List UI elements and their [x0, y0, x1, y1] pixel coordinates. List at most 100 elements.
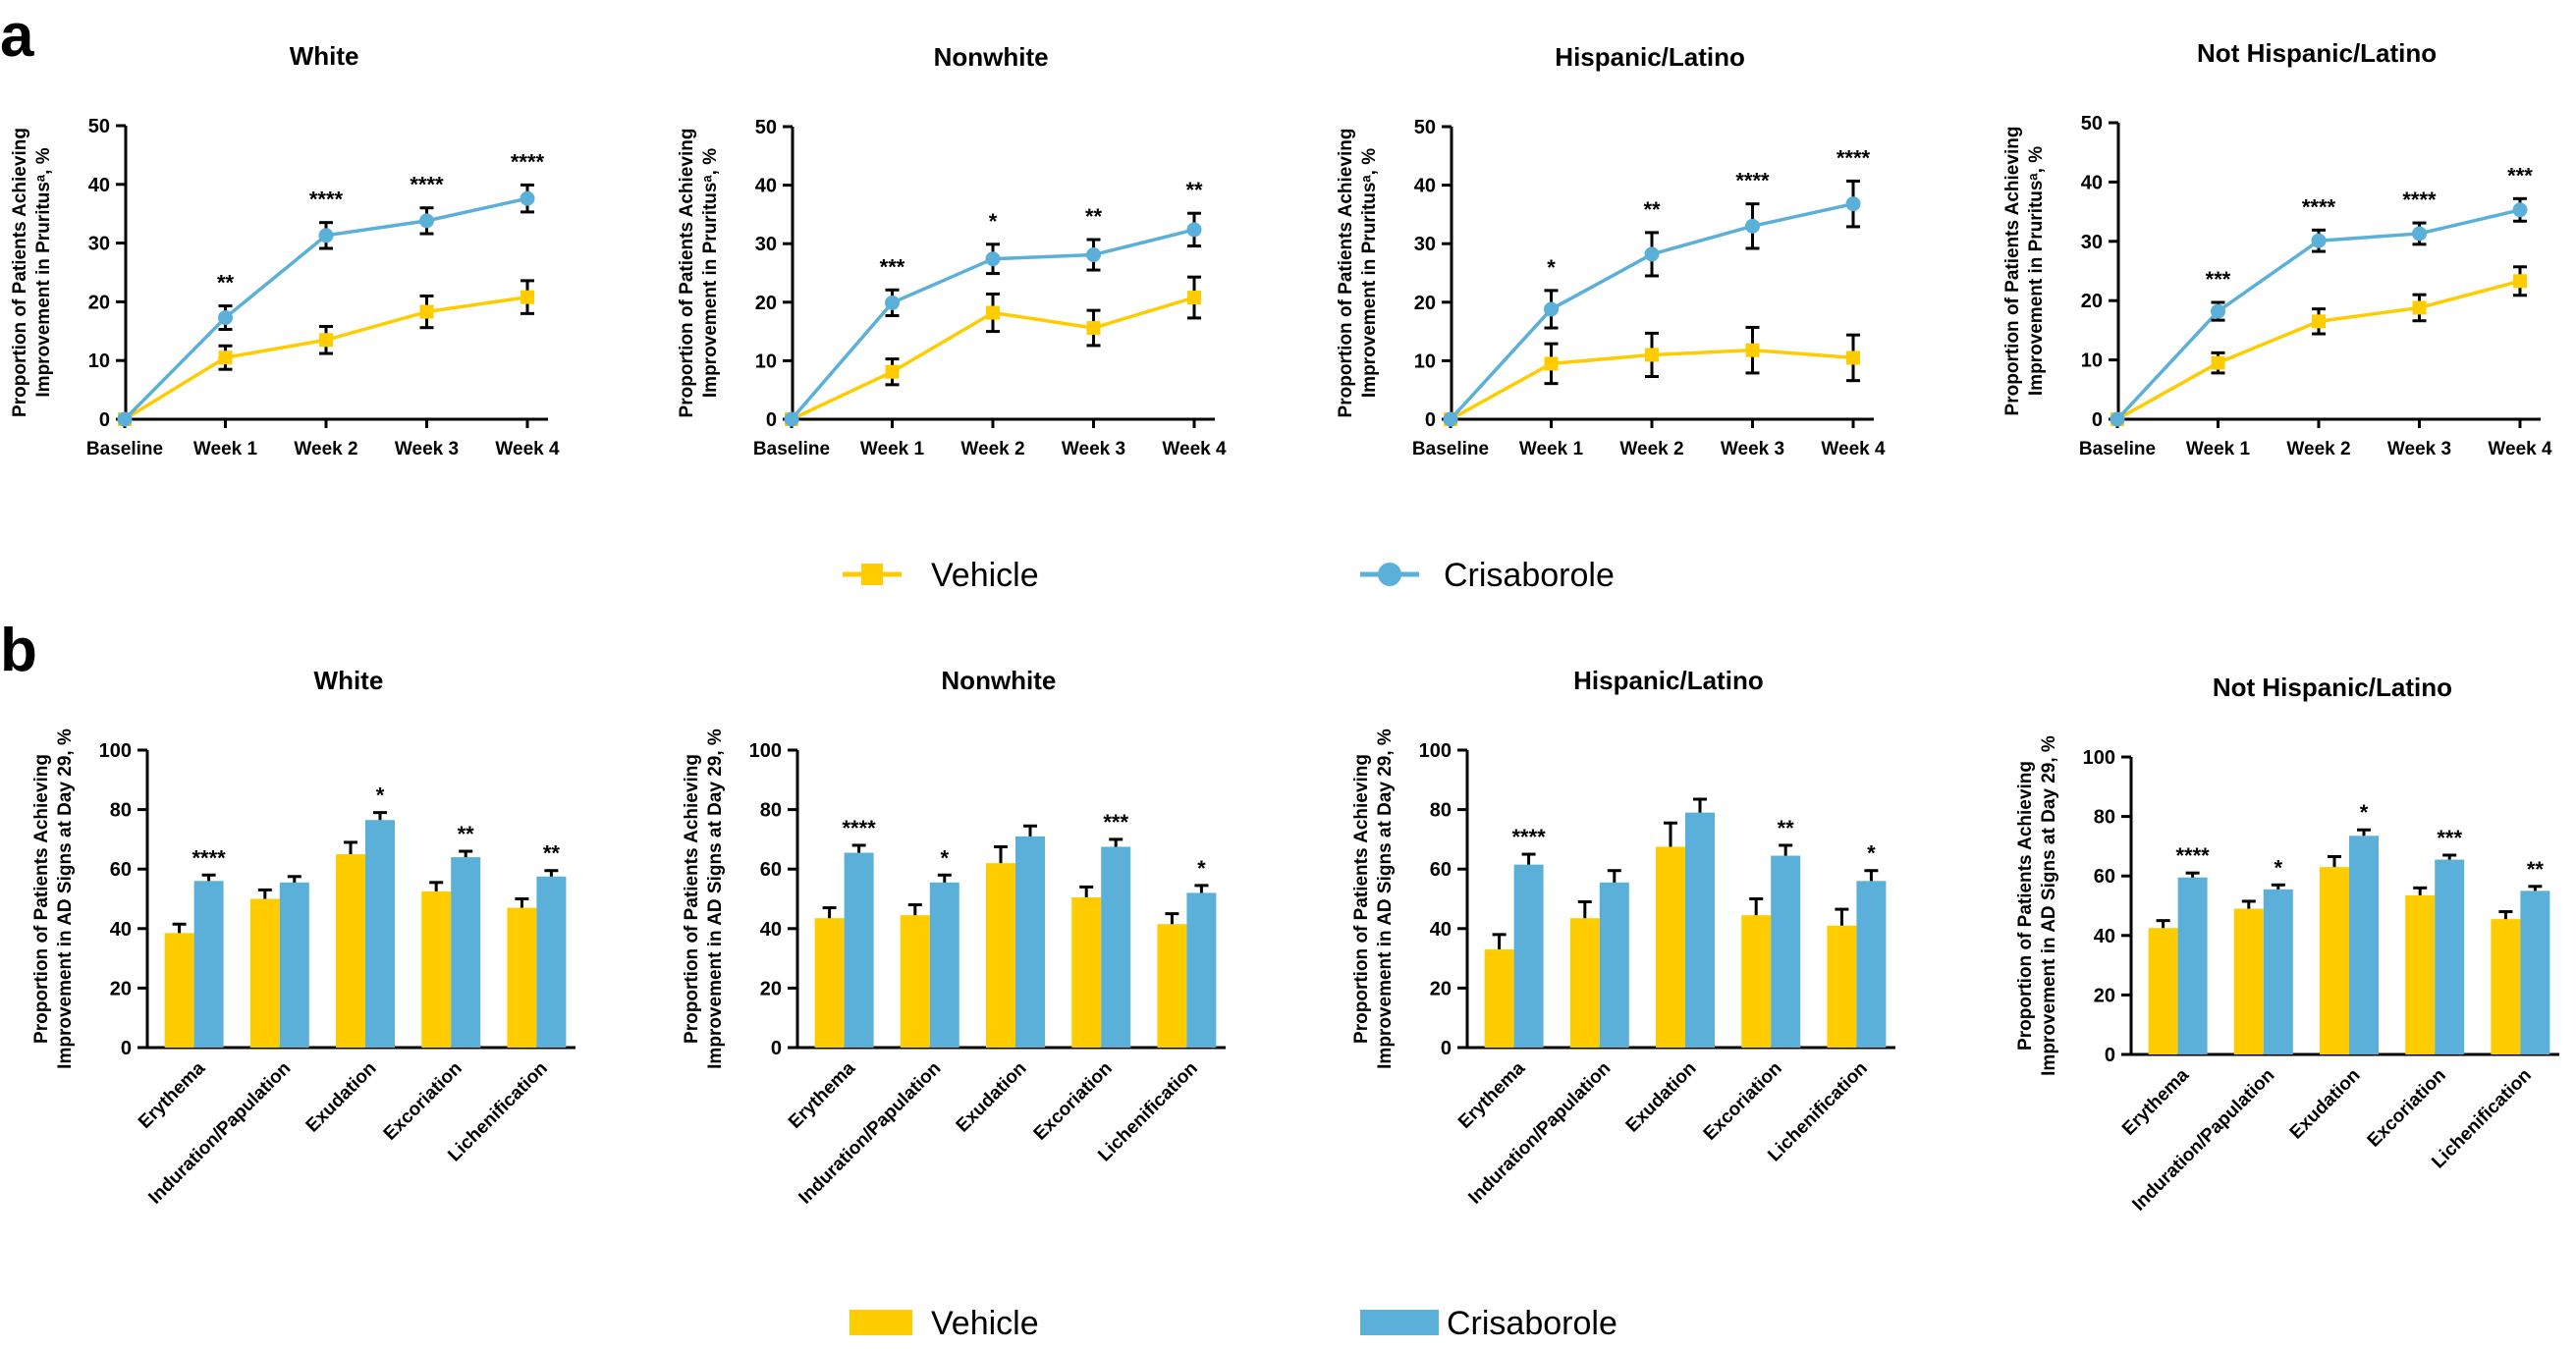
- bar-crisaborole: [1685, 812, 1715, 1048]
- significance-label: *: [989, 209, 998, 234]
- data-point-vehicle: [1645, 348, 1659, 362]
- y-tick-label: 20: [110, 978, 132, 999]
- y-tick-label: 0: [121, 1038, 132, 1059]
- y-axis-label-line1: Proportion of Patients Achieving: [677, 129, 697, 418]
- y-tick-label: 40: [760, 919, 782, 941]
- significance-label: ****: [842, 816, 876, 840]
- data-point-vehicle: [2513, 274, 2527, 289]
- bar-crisaborole: [451, 857, 481, 1048]
- x-tick-label: Erythema: [2118, 1064, 2193, 1139]
- y-axis-label-line2: Improvement in AD Signs at Day 29, %: [705, 728, 726, 1069]
- x-tick-label: Excoriation: [1030, 1058, 1117, 1145]
- bar-vehicle: [1484, 949, 1514, 1048]
- legend-a-vehicle-marker: [861, 564, 883, 585]
- bar-crisaborole: [1771, 855, 1801, 1048]
- bar-crisaborole: [1856, 881, 1887, 1048]
- y-tick-label: 30: [2081, 232, 2103, 253]
- y-tick-label: 20: [88, 292, 110, 313]
- y-tick-label: 80: [760, 800, 782, 822]
- bar-vehicle: [1071, 896, 1102, 1048]
- x-tick-label: Induration/Papulation: [1464, 1058, 1615, 1209]
- y-tick-label: 0: [1425, 409, 1436, 431]
- significance-label: **: [1778, 816, 1795, 840]
- bar-crisaborole: [2435, 859, 2465, 1054]
- significance-label: *: [1197, 856, 1206, 881]
- significance-label: ****: [2302, 194, 2336, 219]
- significance-label: ***: [880, 254, 905, 279]
- y-tick-label: 40: [2094, 926, 2115, 947]
- y-tick-label: 60: [2094, 866, 2115, 888]
- x-tick-label: Week 4: [2488, 439, 2552, 459]
- y-tick-label: 50: [1414, 117, 1436, 138]
- y-tick-label: 20: [2081, 291, 2103, 312]
- legend-a-crisaborole-marker: [1378, 563, 1401, 586]
- significance-label: *: [1867, 841, 1876, 866]
- bar-crisaborole: [1101, 846, 1131, 1048]
- data-point-crisaborole: [520, 190, 535, 206]
- x-tick-label: Week 2: [1619, 439, 1683, 459]
- x-tick-label: Week 4: [1821, 439, 1886, 459]
- chart-a-1: 0 10 20 30 40 50 Proportion of Patients Achiev…: [10, 41, 560, 459]
- chart-title: Nonwhite: [934, 42, 1049, 72]
- bar-vehicle: [507, 907, 537, 1048]
- y-tick-label: 80: [110, 800, 132, 822]
- significance-label: ***: [1103, 810, 1128, 835]
- y-axis-label-line1: Proportion of Patients Achieving: [10, 128, 30, 417]
- y-axis-label-line1: Proportion of Patients Achieving: [1351, 754, 1372, 1044]
- bar-vehicle: [2233, 908, 2264, 1054]
- y-tick-label: 0: [99, 409, 110, 431]
- x-tick-label: Week 2: [294, 439, 357, 459]
- x-tick-label: Induration/Papulation: [144, 1058, 295, 1209]
- bar-crisaborole: [536, 876, 567, 1048]
- bar-crisaborole: [1186, 892, 1217, 1048]
- data-point-crisaborole: [1544, 301, 1559, 317]
- series-line-vehicle: [2116, 279, 2521, 421]
- data-point-vehicle: [1086, 321, 1101, 336]
- bar-crisaborole: [2520, 890, 2550, 1054]
- chart-b-4: 0 20 40 60 80 100 Proportion of Patients Achie…: [2015, 673, 2559, 1215]
- data-point-crisaborole: [1644, 246, 1660, 262]
- significance-label: ****: [1735, 169, 1770, 193]
- bar-crisaborole: [1015, 836, 1045, 1048]
- legend-a-crisaborole-label: Crisaborole: [1444, 557, 1615, 594]
- bar-crisaborole: [2263, 889, 2293, 1054]
- y-axis-label-line1: Proportion of Patients Achieving: [2015, 761, 2036, 1051]
- significance-label: ****: [2402, 188, 2437, 212]
- bar-vehicle: [900, 915, 930, 1048]
- bar-crisaborole: [1599, 882, 1629, 1048]
- bar-vehicle: [1656, 846, 1685, 1048]
- y-tick-label: 60: [1430, 859, 1452, 881]
- bar-vehicle: [2320, 867, 2349, 1054]
- bar-crisaborole: [844, 852, 874, 1048]
- x-tick-label: Induration/Papulation: [795, 1058, 945, 1209]
- x-tick-label: Exudation: [1622, 1058, 1701, 1137]
- y-axis-label-line2: Improvement in Pruritusᵃ, %: [700, 148, 721, 398]
- y-tick-label: 20: [1414, 293, 1436, 314]
- x-tick-label: Erythema: [1454, 1057, 1529, 1132]
- significance-label: ***: [2507, 163, 2533, 188]
- y-tick-label: 20: [2094, 985, 2115, 1006]
- bar-vehicle: [421, 890, 452, 1048]
- x-tick-label: Week 3: [2387, 439, 2451, 459]
- y-tick-label: 0: [2092, 409, 2103, 431]
- significance-label: **: [543, 841, 561, 866]
- significance-label: ****: [1511, 825, 1546, 849]
- data-point-vehicle: [1544, 356, 1559, 371]
- data-point-crisaborole: [1745, 218, 1760, 234]
- bar-vehicle: [814, 918, 845, 1048]
- significance-label: ****: [511, 149, 545, 174]
- y-tick-label: 0: [2105, 1045, 2115, 1066]
- y-tick-label: 20: [1430, 978, 1452, 999]
- significance-label: **: [2527, 857, 2545, 882]
- data-point-crisaborole: [419, 213, 434, 229]
- data-point-vehicle: [1745, 343, 1760, 357]
- y-tick-label: 10: [88, 351, 110, 372]
- y-tick-label: 0: [771, 1038, 782, 1059]
- x-tick-label: Week 1: [193, 439, 258, 459]
- data-point-crisaborole: [1086, 247, 1101, 263]
- data-point-crisaborole: [2211, 303, 2225, 319]
- significance-label: *: [941, 845, 950, 870]
- data-point-crisaborole: [318, 228, 334, 243]
- chart-b-1: 0 20 40 60 80 100 Proportion of Patients Achie…: [31, 666, 575, 1209]
